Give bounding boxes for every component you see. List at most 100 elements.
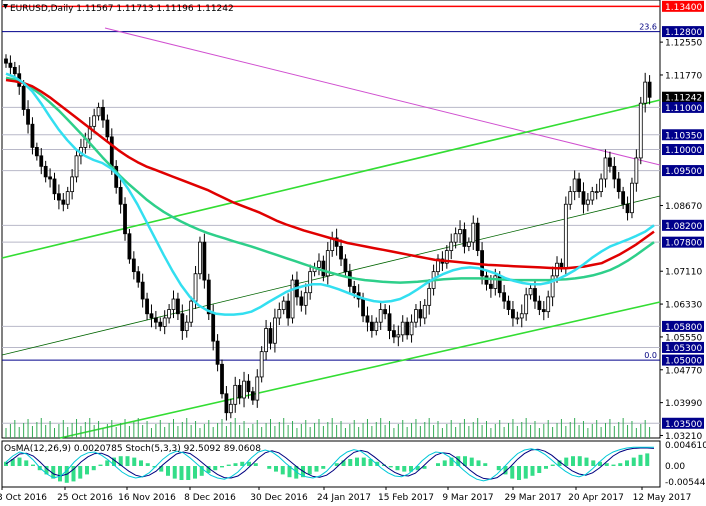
candle-body <box>616 178 621 193</box>
candle-body <box>259 351 264 378</box>
candle-body <box>237 384 242 399</box>
candle-body <box>34 147 39 157</box>
price-level-tag <box>662 0 704 12</box>
time-axis-label: 20 Apr 2017 <box>568 493 624 503</box>
osma-bar <box>361 457 366 466</box>
osma-bar <box>598 461 602 466</box>
osma-bar <box>334 463 339 466</box>
stoch-label: Stoch(5,3,3) 92.5092 89.0608 <box>125 444 261 454</box>
osma-bar <box>132 457 137 466</box>
candle-body <box>488 283 493 289</box>
candle-body <box>193 273 198 302</box>
osma-bar <box>118 456 123 466</box>
price-axis-label: 1.05300 <box>665 344 702 354</box>
candle-body <box>449 241 454 251</box>
candle-body <box>167 309 172 319</box>
channel-middle-line[interactable] <box>1 195 661 356</box>
candle-body <box>471 222 476 243</box>
price-level-tag <box>662 354 704 366</box>
candle-body <box>572 178 577 193</box>
candle-body <box>317 260 321 268</box>
candle-body <box>493 275 498 289</box>
osma-bar <box>294 466 299 479</box>
osma-bar <box>287 466 292 478</box>
candle-body <box>630 182 634 214</box>
osma-bar <box>530 466 535 476</box>
osma-bar <box>510 466 515 479</box>
osma-bar <box>368 459 373 466</box>
osma-bar <box>226 464 231 466</box>
candle-body <box>568 191 573 205</box>
time-axis-label: 15 Feb 2017 <box>378 493 434 503</box>
candle-body <box>171 298 176 310</box>
price-axis-label: 1.03500 <box>665 420 702 430</box>
osma-bar <box>240 461 245 466</box>
candle-body <box>603 157 608 180</box>
osma-bar <box>179 466 184 480</box>
candle-body <box>21 85 26 110</box>
candle-body <box>484 275 489 285</box>
candle-body <box>343 258 348 273</box>
price-level-tag <box>662 101 704 113</box>
candle-body <box>537 300 542 310</box>
candle-body <box>268 328 273 344</box>
sub-axis-label: 0.00 <box>665 462 685 472</box>
osma-bar <box>348 459 353 466</box>
osma-bar <box>584 457 589 466</box>
candle-body <box>224 393 229 414</box>
candle-body <box>506 300 511 310</box>
osma-bar <box>105 460 110 466</box>
candle-body <box>30 123 35 148</box>
candle-body <box>52 178 57 195</box>
osma-bar <box>415 466 420 471</box>
candle-body <box>444 250 449 264</box>
main-plot-frame <box>1 0 661 439</box>
channel-upper-line[interactable] <box>1 99 661 259</box>
candle-body <box>405 321 410 336</box>
time-axis-label: 8 Dec 2016 <box>184 493 236 503</box>
candle-body <box>61 199 66 205</box>
candle-body <box>541 309 546 313</box>
candle-body <box>638 102 643 159</box>
moving-average-green[interactable] <box>5 76 655 284</box>
candle-body <box>92 115 97 127</box>
osma-bar <box>557 460 562 466</box>
dropdown-arrow-icon[interactable] <box>3 4 8 9</box>
osma-bar <box>517 466 521 480</box>
candle-body <box>189 300 194 323</box>
osma-bar <box>321 466 326 469</box>
candle-body <box>145 298 149 315</box>
osma-bar <box>44 466 49 475</box>
price-level-tag <box>662 91 704 103</box>
candle-body <box>158 321 163 327</box>
candle-body <box>12 66 17 75</box>
osma-bar <box>503 466 508 475</box>
candle-body <box>4 58 8 64</box>
osma-bar <box>193 466 197 479</box>
candle-body <box>427 288 432 306</box>
channel-lower-line[interactable] <box>59 301 661 439</box>
osma-bar <box>220 466 224 468</box>
osma-bar <box>247 461 251 466</box>
candle-body <box>39 155 44 167</box>
osma-bar <box>355 457 359 466</box>
osma-bar <box>577 456 582 466</box>
moving-average-aqua[interactable] <box>5 72 655 316</box>
time-axis-label: 29 Mar 2017 <box>504 493 561 503</box>
price-axis-label: 1.03210 <box>665 432 702 442</box>
candle-body <box>519 313 524 319</box>
magenta-trendline[interactable] <box>104 27 661 166</box>
candle-body <box>48 176 52 180</box>
candle-body <box>255 376 260 401</box>
candle-body <box>162 317 167 327</box>
moving-average-red[interactable] <box>5 78 655 270</box>
price-level-tag <box>662 219 704 231</box>
candle-body <box>378 309 383 323</box>
osma-bar <box>496 466 501 471</box>
osma-bar <box>159 466 164 472</box>
candle-body <box>118 187 123 205</box>
candle-body <box>198 241 202 275</box>
price-level-tag <box>662 320 704 332</box>
